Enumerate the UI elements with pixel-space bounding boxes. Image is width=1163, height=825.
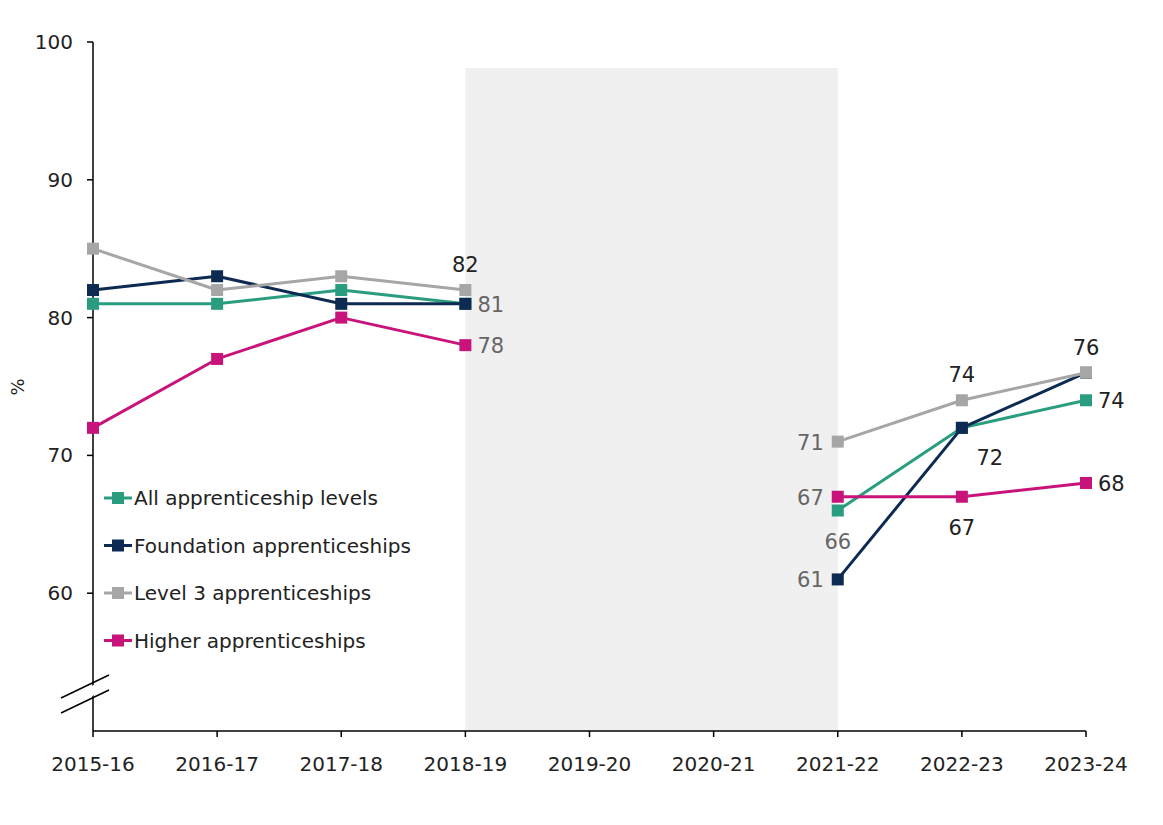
point-marker	[832, 491, 844, 503]
x-tick	[341, 731, 343, 737]
y-tick	[87, 41, 93, 43]
y-tick-label: 60	[48, 581, 73, 605]
x-tick	[1085, 731, 1087, 737]
point-marker	[459, 298, 471, 310]
point-marker	[211, 353, 223, 365]
y-tick-label: 100	[35, 30, 73, 54]
point-marker	[832, 436, 844, 448]
point-marker	[459, 284, 471, 296]
point-marker	[335, 312, 347, 324]
axis-break	[61, 690, 109, 713]
legend-label: Higher apprenticeships	[134, 629, 366, 653]
series-line	[93, 318, 1086, 497]
point-marker	[335, 298, 347, 310]
x-tick-label: 2016-17	[175, 752, 259, 776]
axis-break	[61, 675, 109, 698]
y-tick-label: 90	[48, 168, 73, 192]
legend-marker	[112, 540, 124, 552]
x-tick-label: 2017-18	[299, 752, 383, 776]
data-label: 78	[477, 334, 504, 358]
point-marker	[335, 284, 347, 296]
y-tick-label: 70	[48, 443, 73, 467]
data-label: 74	[1098, 389, 1125, 413]
y-tick	[87, 179, 93, 181]
point-marker	[211, 284, 223, 296]
x-tick-label: 2022-23	[920, 752, 1004, 776]
point-marker	[211, 270, 223, 282]
x-tick-label: 2015-16	[51, 752, 135, 776]
point-marker	[87, 422, 99, 434]
x-tick	[961, 731, 963, 737]
point-marker	[832, 505, 844, 517]
point-marker	[459, 339, 471, 351]
point-marker	[459, 298, 471, 310]
point-marker	[87, 243, 99, 255]
data-label: 76	[1073, 336, 1100, 360]
point-marker	[87, 298, 99, 310]
data-label: 72	[977, 446, 1004, 470]
x-tick	[589, 731, 591, 737]
data-label: 71	[797, 431, 824, 455]
point-marker	[832, 573, 844, 585]
x-tick-label: 2023-24	[1044, 752, 1128, 776]
x-tick-label: 2018-19	[424, 752, 508, 776]
x-tick	[216, 731, 218, 737]
point-marker	[1080, 477, 1092, 489]
series	[87, 270, 1092, 585]
x-tick	[92, 731, 94, 737]
x-tick-label: 2019-20	[548, 752, 632, 776]
point-marker	[1080, 367, 1092, 379]
y-tick	[87, 317, 93, 319]
y-tick	[87, 455, 93, 457]
data-label: 61	[797, 568, 824, 592]
x-tick-label: 2021-22	[796, 752, 880, 776]
legend-marker	[112, 492, 124, 504]
point-marker	[211, 298, 223, 310]
point-marker	[956, 394, 968, 406]
data-label: 81	[477, 293, 504, 317]
legend-marker	[112, 635, 124, 647]
legend-label: Foundation apprenticeships	[134, 534, 411, 558]
series	[87, 243, 1092, 448]
point-marker	[1080, 367, 1092, 379]
point-marker	[956, 491, 968, 503]
y-tick	[87, 592, 93, 594]
point-marker	[1080, 394, 1092, 406]
y-axis-line	[92, 42, 94, 731]
series-line	[93, 290, 1086, 510]
x-tick-label: 2020-21	[672, 752, 756, 776]
data-label: 67	[949, 516, 976, 540]
x-tick	[713, 731, 715, 737]
legend-marker	[112, 587, 124, 599]
data-labels: 81 66 74 61 72 82 71 74 76 78 67 67 68	[452, 253, 1125, 592]
x-tick	[837, 731, 839, 737]
legend-label: Level 3 apprenticeships	[134, 581, 371, 605]
axes: 60 70 80 90 100 2015-16 2016-17 2017-18 2018-19 2…	[35, 30, 1128, 776]
data-label: 67	[797, 486, 824, 510]
x-tick	[465, 731, 467, 737]
point-marker	[956, 422, 968, 434]
series	[87, 312, 1092, 503]
legend-label: All apprenticeship levels	[134, 486, 378, 510]
data-label: 68	[1098, 472, 1125, 496]
point-marker	[956, 422, 968, 434]
series	[87, 284, 1092, 516]
gap-shading	[465, 68, 837, 731]
series-line	[93, 249, 1086, 442]
point-marker	[335, 270, 347, 282]
data-label: 82	[452, 253, 479, 277]
y-tick-label: 80	[48, 306, 73, 330]
plot-area	[87, 243, 1092, 586]
y-axis-label: %	[7, 378, 28, 395]
series-line	[93, 276, 1086, 579]
point-marker	[87, 284, 99, 296]
data-label: 74	[949, 363, 976, 387]
legend: All apprenticeship levels Foundation appr…	[104, 486, 411, 653]
data-label: 66	[824, 530, 851, 554]
chart: 60 70 80 90 100 2015-16 2016-17 2017-18 2018-19 2…	[0, 0, 1163, 825]
